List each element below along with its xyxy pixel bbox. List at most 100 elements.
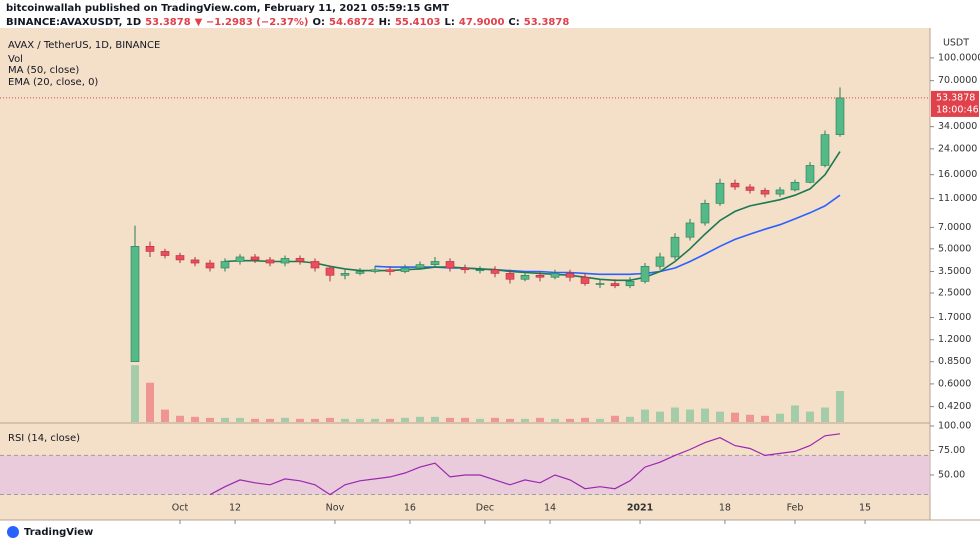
candle-body [505,273,515,280]
volume-bar [641,409,649,422]
candle-body [820,134,830,166]
y-tick-label: 0.4200 [938,401,971,412]
volume-bar [176,415,184,422]
volume-bar [536,417,544,422]
rsi-tick-label: 75.00 [938,445,965,456]
candle-body [640,265,650,282]
candle-body [805,165,815,183]
candle-body [445,261,455,269]
header-piece: C: [508,17,519,28]
volume-bar [221,417,229,422]
volume-bar [716,411,724,422]
price-tag-label: 53.3878 [936,92,975,103]
y-tick-label: 7.0000 [938,222,971,233]
volume-bar [161,409,169,422]
volume-bar [236,417,244,422]
symbol-line: BINANCE:AVAXUSDT, 1D 53.3878 ▼ −1.2983 (−2… [6,17,569,28]
volume-bar [836,391,844,422]
candle-body [595,283,605,285]
header-piece: H: [379,17,391,28]
x-tick-label: 14 [544,503,556,514]
candle-body [655,256,665,267]
pane-title: AVAX / TetherUS, 1D, BINANCE [8,40,160,51]
candle-body [550,273,560,278]
candle-body [835,97,845,135]
candle-body [325,267,335,276]
volume-bar [431,416,439,422]
candle-body [760,190,770,195]
y-tick-label: 70.0000 [938,75,977,86]
candle-body [160,251,170,256]
candle-body [265,259,275,264]
candle-body [295,258,305,262]
candle-body [475,269,485,272]
volume-bar [581,417,589,422]
volume-bar [476,418,484,422]
candle-body [565,273,575,278]
x-tick-label: 16 [404,503,416,514]
header-piece: ▼ −1.2983 (−2.37%) [195,17,309,28]
candle-body [700,203,710,224]
countdown-label: 18:00:46 [936,104,979,115]
volume-bar [206,417,214,422]
volume-bar [611,415,619,422]
header-piece: 47.9000 [459,17,505,28]
candle-body [460,267,470,271]
x-tick-label: 12 [229,503,241,514]
header-piece: 55.4103 [395,17,441,28]
volume-bar [686,409,694,422]
candle-body [190,259,200,264]
legend-entry: Vol [8,54,23,65]
candle-body [730,182,740,188]
candle-body [490,269,500,274]
volume-bar [296,418,304,422]
y-tick-label: 3.5000 [938,266,971,277]
candle-body [790,181,800,191]
header-piece: BINANCE:AVAXUSDT, 1D [6,17,141,28]
volume-bar [821,407,829,422]
volume-bar [806,411,814,422]
volume-bar [131,365,139,422]
x-tick-label: 18 [719,503,731,514]
volume-bar [371,418,379,422]
y-tick-label: 0.6000 [938,378,971,389]
x-tick-label: Oct [172,503,189,514]
volume-bar [596,418,604,422]
unit-label: USDT [943,38,969,49]
volume-bar [311,418,319,422]
volume-bar [446,417,454,422]
candle-body [280,258,290,264]
legend-entry: EMA (20, close, 0) [8,77,98,88]
volume-bar [551,418,559,422]
candle-body [610,283,620,287]
rsi-tick-label: 50.00 [938,469,965,480]
volume-bar [266,418,274,422]
published-line: bitcoinwallah published on TradingView.c… [6,3,449,14]
candle-body [220,261,230,269]
volume-bar [386,418,394,422]
y-tick-label: 100.0000 [938,52,980,63]
volume-bar [521,418,529,422]
candle-body [385,269,395,272]
volume-bar [461,417,469,422]
rsi-line [209,433,841,496]
candle-body [535,274,545,278]
candle-body [670,236,680,258]
candle-body [355,271,365,274]
candle-body [310,261,320,269]
candle-body [400,267,410,272]
candle-body [415,264,425,269]
volume-bar [791,405,799,422]
candle-body [235,256,245,262]
candle-body [715,182,725,204]
candle-body [340,273,350,276]
x-tick-label: Feb [787,503,804,514]
volume-bar [656,411,664,422]
candle-body [745,186,755,191]
volume-bar [701,408,709,422]
volume-bar [761,415,769,422]
candle-body [430,261,440,265]
candle-body [775,189,785,195]
